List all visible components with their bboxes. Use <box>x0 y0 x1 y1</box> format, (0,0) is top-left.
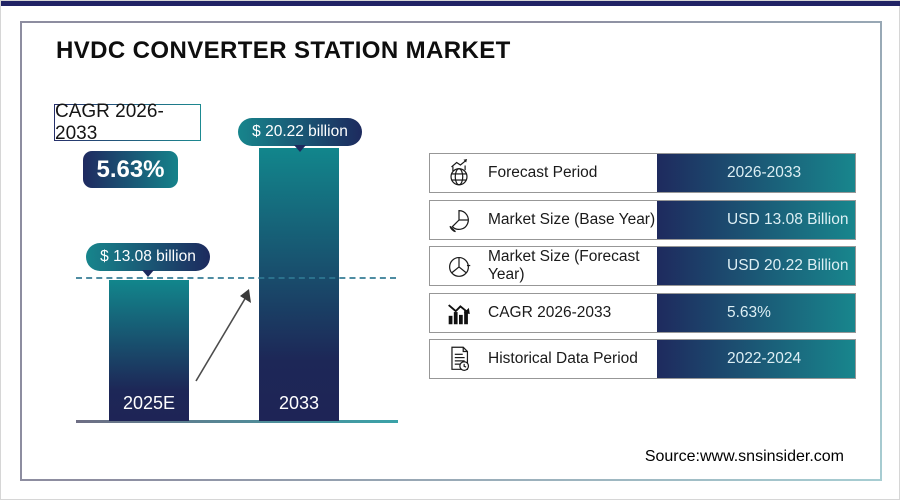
row-value-cell: 5.63% <box>657 293 855 332</box>
globe-growth-icon <box>443 157 475 189</box>
cagr-period-label: CAGR 2026-2033 <box>55 100 164 144</box>
table-row-market-size-forecast: Market Size (Forecast Year) USD 20.22 Bi… <box>429 246 856 286</box>
row-label: Historical Data Period <box>488 350 638 367</box>
cagr-value: 5.63% <box>96 155 165 183</box>
row-value-cell: 2026-2033 <box>657 154 855 192</box>
bar-value-label-2025: $ 13.08 billion <box>100 248 196 265</box>
bar-category-2033: 2033 <box>278 393 320 413</box>
source-attribution: Source:www.snsinsider.com <box>644 448 844 465</box>
row-label: Market Size (Forecast Year) <box>488 248 640 283</box>
table-row-cagr: CAGR 2026-2033 5.63% <box>429 292 856 333</box>
row-value: 2022-2024 <box>727 350 802 367</box>
row-value: USD 20.22 Billion <box>727 257 849 274</box>
bar-value-label-2033: $ 20.22 billion <box>252 123 348 140</box>
row-label: Market Size (Base Year) <box>488 210 656 228</box>
row-label-cell: Market Size (Base Year) <box>430 201 657 239</box>
table-row-market-size-base: Market Size (Base Year) USD 13.08 Billio… <box>429 199 856 240</box>
row-value: USD 13.08 Billion <box>727 210 849 228</box>
pie-chart-3-icon <box>443 250 475 282</box>
row-value: 2026-2033 <box>727 164 802 181</box>
row-value-cell: USD 13.08 Billion <box>657 200 855 239</box>
market-summary-table: Forecast Period 2026-2033 Market Size (B… <box>429 153 856 379</box>
row-label-cell: CAGR 2026-2033 <box>430 294 657 332</box>
reference-dashed-line <box>76 277 396 279</box>
bar-category-2025: 2025E <box>122 393 176 413</box>
row-value-cell: USD 20.22 Billion <box>657 247 855 285</box>
row-value-cell: 2022-2024 <box>657 340 855 378</box>
bar-2025: 2025E <box>109 280 189 421</box>
row-label-cell: Market Size (Forecast Year) <box>430 247 657 285</box>
row-label: Forecast Period <box>488 164 598 181</box>
table-row-forecast-period: Forecast Period 2026-2033 <box>429 153 856 193</box>
bar-value-callout-2025: $ 13.08 billion <box>86 243 210 271</box>
row-label: CAGR 2026-2033 <box>488 303 612 321</box>
page-title: HVDC CONVERTER STATION MARKET <box>56 37 511 64</box>
bar-2033: 2033 <box>259 148 339 421</box>
top-accent-bar <box>1 1 900 6</box>
document-clock-icon <box>443 343 475 375</box>
row-value: 5.63% <box>727 303 771 321</box>
cagr-value-badge: 5.63% <box>83 151 178 188</box>
cagr-period-box: CAGR 2026-2033 <box>54 101 201 144</box>
table-row-historical-period: Historical Data Period 2022-2024 <box>429 339 856 379</box>
row-label-cell: Historical Data Period <box>430 340 657 378</box>
pie-chart-icon <box>443 204 475 236</box>
bar-value-callout-2033: $ 20.22 billion <box>238 118 362 146</box>
chart-baseline <box>76 420 398 423</box>
growth-arrow-icon <box>195 289 251 382</box>
row-label-cell: Forecast Period <box>430 154 657 192</box>
bar-growth-icon <box>443 297 475 329</box>
